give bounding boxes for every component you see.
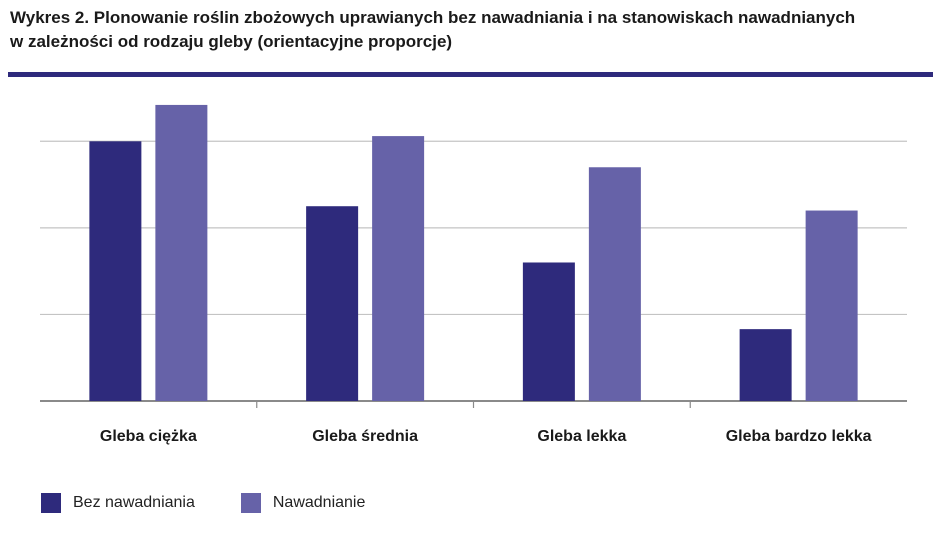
category-label-2: Gleba średnia bbox=[312, 428, 418, 445]
legend-label-nawadnianie: Nawadnianie bbox=[272, 494, 366, 511]
category-label-1: Gleba ciężka bbox=[100, 428, 197, 445]
category-label-3: Gleba lekka bbox=[537, 428, 626, 445]
bar-nawadnianie-3 bbox=[588, 167, 641, 401]
legend-swatch-nawadnianie bbox=[240, 493, 261, 513]
legend: Bez nawadniania Nawadnianie bbox=[41, 493, 411, 513]
title-rule bbox=[8, 72, 933, 77]
bar-nawadnianie-2 bbox=[372, 136, 425, 401]
legend-swatch-bez-nawadniania bbox=[41, 493, 61, 513]
bar-chart: Gleba ciężka Gleba średnia Gleba lekka Gleb… bbox=[40, 104, 907, 445]
legend-label-bez-nawadniania: Bez nawadniania bbox=[73, 494, 195, 511]
category-label-4: Gleba bardzo lekka bbox=[726, 428, 872, 445]
chart-title: Wykres 2. Plonowanie roślin zbożowych up… bbox=[10, 6, 910, 54]
bar-bez-nawadniania-1 bbox=[89, 141, 142, 402]
bar-bez-nawadniania-3 bbox=[522, 262, 575, 401]
bar-bez-nawadniania-2 bbox=[306, 206, 359, 401]
bar-bez-nawadniania-4 bbox=[739, 329, 792, 401]
bar-nawadnianie-4 bbox=[805, 210, 858, 401]
chart-title-line-2: w zależności od rodzaju gleby (orientacy… bbox=[10, 32, 453, 51]
legend-item-nawadnianie: Nawadnianie bbox=[240, 493, 366, 513]
legend-item-bez-nawadniania: Bez nawadniania bbox=[41, 493, 195, 513]
chart-title-line-1: Wykres 2. Plonowanie roślin zbożowych up… bbox=[10, 8, 856, 27]
bar-nawadnianie-1 bbox=[155, 104, 208, 401]
